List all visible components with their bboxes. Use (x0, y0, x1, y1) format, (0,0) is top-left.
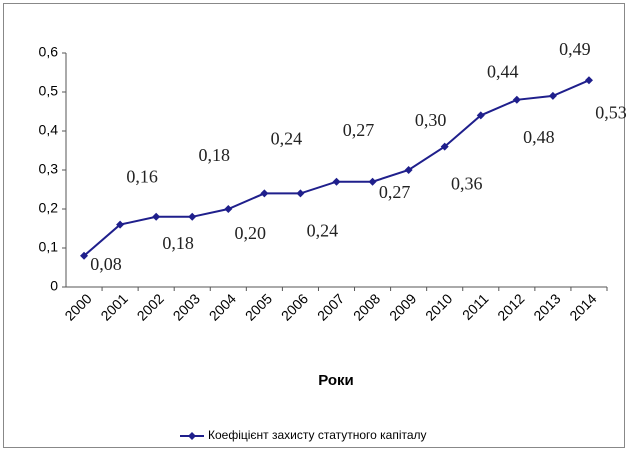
value-label: 0,24 (271, 129, 303, 149)
y-tick-label: 0,5 (39, 83, 59, 99)
marker (476, 111, 485, 120)
marker (512, 95, 521, 104)
y-tick-label: 0 (50, 278, 58, 294)
y-tick-label: 0,1 (39, 239, 59, 255)
legend-label: Коефіцієнт захисту статутного капіталу (208, 428, 427, 442)
x-axis-title: Роки (318, 372, 354, 389)
marker (440, 142, 449, 151)
marker (584, 76, 593, 85)
value-label: 0,16 (126, 167, 158, 187)
marker (404, 166, 413, 174)
value-label: 0,27 (343, 120, 375, 140)
marker (368, 177, 377, 186)
value-label: 0,48 (523, 127, 555, 147)
marker (116, 220, 125, 229)
y-tick-label: 0,6 (39, 44, 59, 60)
value-label: 0,27 (379, 182, 411, 202)
value-label: 0,44 (487, 62, 519, 82)
value-label: 0,24 (307, 221, 339, 241)
chart-border (3, 3, 625, 448)
value-label: 0,20 (235, 223, 267, 243)
value-label: 0,53 (595, 102, 627, 122)
value-label: 0,18 (198, 145, 230, 165)
marker (80, 251, 89, 260)
legend-marker (188, 432, 196, 440)
marker (296, 189, 305, 198)
value-label: 0,08 (90, 254, 122, 274)
marker (332, 177, 341, 186)
y-tick-label: 0,4 (39, 122, 59, 138)
y-tick-label: 0,3 (39, 161, 59, 177)
marker (152, 212, 161, 221)
value-label: 0,18 (162, 233, 194, 253)
value-label: 0,30 (415, 110, 447, 130)
marker (260, 189, 269, 198)
marker (224, 205, 233, 213)
marker (188, 212, 197, 221)
y-tick-label: 0,2 (39, 200, 59, 216)
value-label: 0,49 (559, 39, 591, 59)
marker (548, 91, 557, 100)
value-label: 0,36 (451, 174, 483, 194)
